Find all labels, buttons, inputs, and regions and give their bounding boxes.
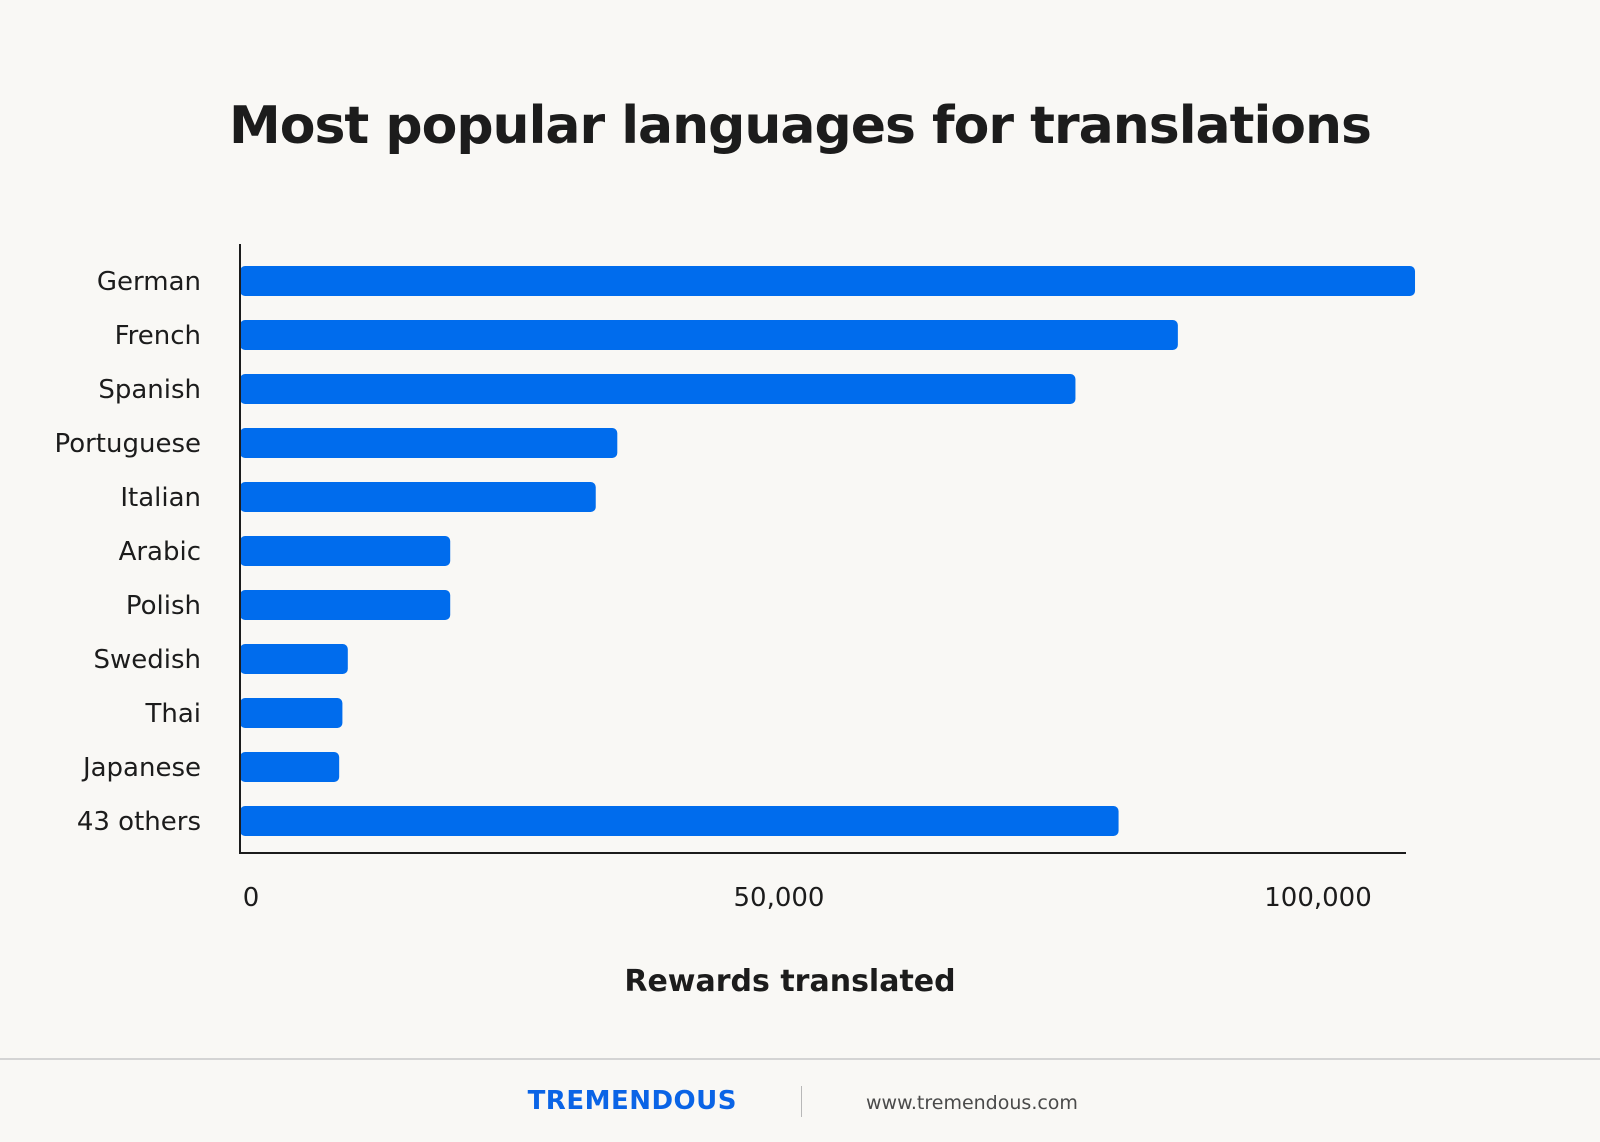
x-tick-label: 100,000 — [1264, 883, 1372, 913]
bar-japanese — [240, 752, 340, 782]
footer-separator — [801, 1086, 802, 1117]
category-label-polish: Polish — [126, 591, 201, 621]
category-label-spanish: Spanish — [98, 375, 201, 405]
bar-thai — [240, 698, 343, 728]
bar-swedish — [240, 644, 348, 674]
category-label-japanese: Japanese — [81, 753, 201, 783]
bar-spanish — [240, 374, 1076, 404]
bars — [240, 266, 1416, 836]
bar-french — [240, 320, 1178, 350]
footer-divider — [0, 1058, 1600, 1060]
bar-italian — [240, 482, 596, 512]
x-tick-label: 50,000 — [734, 883, 825, 913]
bar-polish — [240, 590, 451, 620]
category-label-arabic: Arabic — [119, 537, 201, 567]
x-tick-labels: 0 50,000 100,000 — [243, 883, 1372, 913]
bar-43-others — [240, 806, 1119, 836]
x-axis-label: Rewards translated — [624, 964, 955, 999]
category-labels: German French Spanish Portuguese Italian Arab… — [54, 267, 201, 837]
category-label-43-others: 43 others — [77, 807, 201, 837]
bar-portuguese — [240, 428, 618, 458]
category-label-swedish: Swedish — [93, 645, 201, 675]
category-label-french: French — [115, 321, 201, 351]
bar-german — [240, 266, 1416, 296]
chart-title: Most popular languages for translations — [229, 96, 1372, 156]
category-label-portuguese: Portuguese — [54, 429, 201, 459]
x-tick-label: 0 — [243, 883, 260, 913]
category-label-thai: Thai — [144, 699, 201, 729]
bar-chart: German French Spanish Portuguese Italian Arab… — [54, 244, 1416, 999]
website-link[interactable]: www.tremendous.com — [866, 1092, 1078, 1114]
category-label-italian: Italian — [120, 483, 201, 513]
bar-arabic — [240, 536, 451, 566]
category-label-german: German — [97, 267, 201, 297]
brand-logo: TREMENDOUS — [527, 1086, 737, 1116]
